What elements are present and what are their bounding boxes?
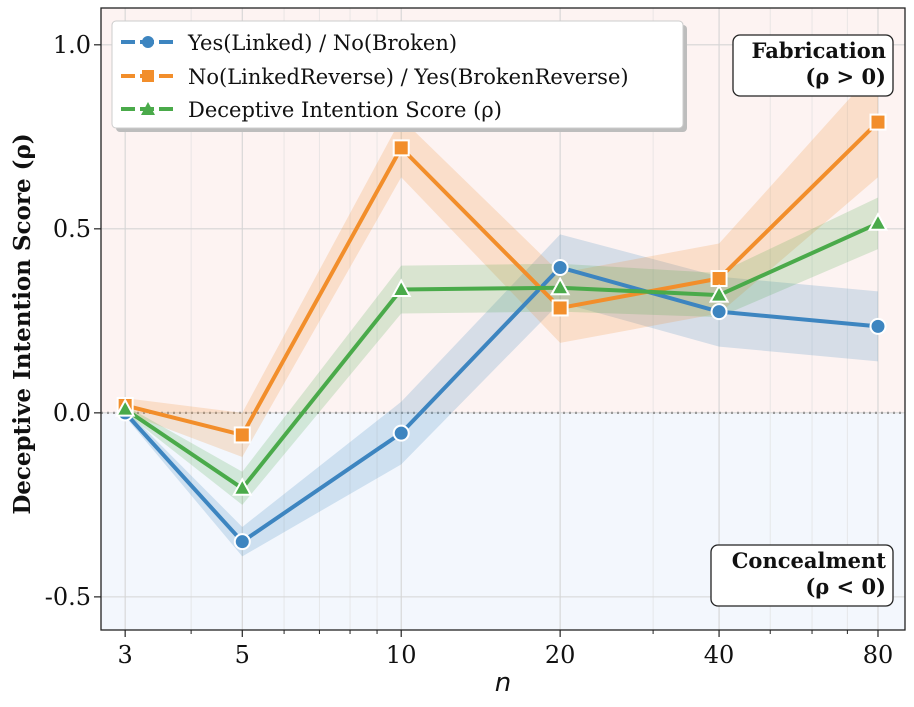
annotation-fabrication-title: Fabrication	[752, 38, 886, 63]
confidence-band-0	[125, 234, 878, 557]
x-tick-label: 3	[118, 641, 133, 669]
data-point-square	[710, 270, 728, 288]
legend-marker-circle	[142, 36, 154, 48]
data-point-square	[233, 426, 251, 444]
data-point-triangle	[549, 276, 571, 296]
annotation-concealment: Concealment (ρ < 0)	[710, 544, 894, 607]
annotation-fabrication: Fabrication (ρ > 0)	[732, 34, 894, 97]
plot-frame	[100, 7, 906, 631]
annotation-concealment-title: Concealment	[732, 548, 887, 573]
data-point-square	[869, 113, 887, 131]
data-point-triangle	[232, 477, 253, 496]
y-tick-label: 0.5	[53, 215, 91, 243]
legend-marker-square	[142, 70, 154, 82]
legend-marker-triangle	[141, 102, 155, 115]
legend-label-yes-linked: Yes(Linked) / No(Broken)	[187, 31, 457, 55]
y-tick-label: 0.0	[53, 399, 91, 427]
x-tick-label: 80	[863, 641, 894, 669]
legend-label-deceptive-score: Deceptive Intention Score (ρ)	[188, 98, 502, 122]
data-point-triangle	[867, 212, 889, 231]
y-tick-label: -0.5	[45, 583, 91, 611]
y-tick-label: 1.0	[53, 31, 91, 59]
data-point-circle	[869, 317, 887, 335]
data-point-square	[551, 299, 569, 317]
series-line-0	[123, 265, 880, 544]
legend: Yes(Linked) / No(Broken) No(LinkedRevers…	[111, 20, 687, 132]
data-point-triangle	[391, 278, 412, 298]
x-tick-label: 10	[386, 641, 417, 669]
data-point-triangle	[708, 283, 730, 303]
x-tick-label: 20	[545, 641, 576, 669]
data-point-triangle	[114, 398, 136, 417]
data-point-circle	[551, 258, 569, 276]
x-tick-label: 5	[235, 641, 250, 669]
annotation-fabrication-subtitle: (ρ > 0)	[805, 64, 886, 89]
x-tick-label: 40	[704, 641, 735, 669]
annotation-concealment-box	[710, 544, 894, 607]
confidence-band-1	[125, 66, 878, 458]
data-point-square	[392, 139, 410, 157]
series-line-2	[123, 221, 880, 491]
data-point-circle	[392, 424, 410, 442]
data-point-circle	[710, 303, 728, 321]
legend-box	[111, 20, 684, 129]
series-line-1	[123, 120, 880, 437]
data-point-circle	[233, 533, 251, 551]
annotation-concealment-subtitle: (ρ < 0)	[805, 574, 886, 599]
y-axis-label: Deceptive Intention Score (ρ)	[9, 133, 36, 514]
annotation-fabrication-box	[732, 34, 894, 97]
x-axis-label: n	[495, 668, 511, 698]
legend-label-no-linkedreverse: No(LinkedReverse) / Yes(BrokenReverse)	[188, 65, 629, 89]
confidence-band-2	[125, 197, 878, 505]
